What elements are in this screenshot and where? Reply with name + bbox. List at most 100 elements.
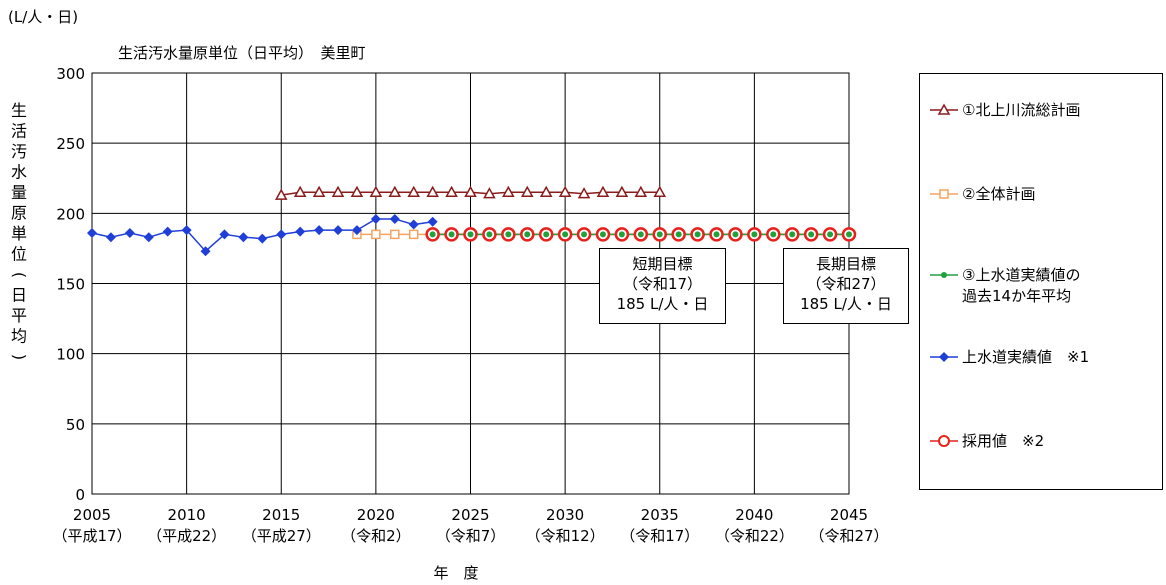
data-point <box>483 187 496 199</box>
data-point <box>295 226 306 237</box>
x-tick-sublabel: （平成27） <box>242 527 321 545</box>
x-tick-label: 2045 <box>830 506 868 524</box>
data-point <box>524 231 531 238</box>
data-point <box>789 231 796 238</box>
data-point <box>331 185 345 198</box>
data-point <box>257 233 268 244</box>
data-point <box>599 231 606 238</box>
x-tick-label: 2035 <box>641 506 679 524</box>
x-tick-labels: 2005 （平成17） 2010 （平成22） 2015 （平成27） 2020 （令和2） 2… <box>52 506 888 545</box>
data-point <box>558 185 572 198</box>
y-tick-label: 150 <box>56 276 85 294</box>
data-point <box>808 231 815 238</box>
y-axis-title-char: 位 <box>11 245 27 264</box>
data-point <box>615 185 629 198</box>
x-tick-sublabel: （令和22） <box>715 527 794 545</box>
data-point <box>770 231 777 238</box>
data-point <box>637 231 644 238</box>
data-point <box>312 185 326 198</box>
data-point <box>427 216 438 227</box>
unit-label: (L/人・日) <box>8 8 78 26</box>
x-tick-sublabel: （令和27） <box>809 527 888 545</box>
data-point <box>333 225 344 236</box>
callout-line: 長期目標 <box>815 255 876 273</box>
data-point <box>143 232 154 243</box>
callout-line: （令和17） <box>622 275 703 293</box>
legend-label: ③上水道実績値の <box>962 266 1081 284</box>
y-axis-title-char: 原 <box>11 204 27 223</box>
long-term-target-callout: 長期目標 （令和27） 185 L/人・日 <box>783 248 909 324</box>
y-tick-labels: 0 50 100 150 200 250 300 <box>56 65 85 504</box>
data-point <box>351 225 362 236</box>
x-tick-label: 2030 <box>546 506 584 524</box>
data-point <box>521 185 534 198</box>
data-point <box>846 231 852 238</box>
data-point <box>562 231 569 238</box>
data-point <box>274 188 288 200</box>
y-axis-title-char: 日 <box>11 286 27 305</box>
y-axis-title-char: 量 <box>11 183 27 202</box>
data-point <box>407 185 420 198</box>
y-axis-title-char: 均 <box>11 327 27 346</box>
x-tick-label: 2005 <box>73 506 111 524</box>
data-point <box>162 226 173 237</box>
data-point <box>389 213 400 224</box>
data-point <box>596 185 610 198</box>
data-point <box>448 231 455 238</box>
triangle-marker-icon <box>930 103 958 115</box>
data-point <box>675 231 682 238</box>
data-point <box>388 185 402 198</box>
data-point <box>464 185 477 198</box>
legend-label: ①北上川流総計画 <box>962 101 1081 119</box>
data-point <box>732 231 739 238</box>
y-tick-label: 200 <box>56 205 85 223</box>
data-point <box>390 229 400 240</box>
y-tick-label: 250 <box>56 135 85 153</box>
x-tick-sublabel: （令和12） <box>526 527 605 545</box>
grid <box>91 72 850 495</box>
y-axis-title-char: 生 <box>11 101 27 120</box>
data-point <box>467 231 474 238</box>
callout-line: （令和27） <box>806 275 886 293</box>
short-term-target-callout: 短期目標 （令和17） 185 L/人・日 <box>599 248 726 324</box>
data-point <box>581 231 588 238</box>
data-point <box>827 231 834 238</box>
y-axis-title-char: 単 <box>11 224 27 243</box>
data-point <box>505 231 512 238</box>
y-tick-label: 0 <box>75 486 85 504</box>
data-point <box>426 185 439 198</box>
y-axis-title-char: 平 <box>11 306 27 325</box>
square-marker-icon <box>930 189 958 199</box>
y-axis-title: 生活汚水量原単位 (日平均) <box>10 101 29 360</box>
data-point <box>371 229 381 240</box>
x-tick-sublabel: （平成22） <box>147 527 226 545</box>
data-point <box>87 227 97 238</box>
callout-line: 短期目標 <box>632 255 693 273</box>
x-tick-label: 2025 <box>451 506 489 524</box>
data-point <box>370 213 381 224</box>
y-axis-title-char: 汚 <box>11 142 27 161</box>
diamond-marker-icon <box>930 352 958 362</box>
data-point <box>408 229 419 240</box>
y-tick-label: 50 <box>66 416 85 434</box>
x-tick-label: 2015 <box>262 506 300 524</box>
y-axis-title-char: ) <box>10 354 29 360</box>
x-tick-label: 2040 <box>735 506 773 524</box>
data-point <box>618 231 625 238</box>
data-point <box>634 185 648 198</box>
data-point <box>653 185 667 198</box>
data-point <box>369 185 383 198</box>
data-point <box>219 229 230 240</box>
callout-line: 185 L/人・日 <box>800 295 892 313</box>
data-point <box>751 231 758 238</box>
data-point <box>486 231 493 238</box>
legend: ①北上川流総計画 ②全体計画 ③上水道実績値の 過去14か年平均 上水道実績値 … <box>919 73 1163 490</box>
data-point <box>429 231 436 238</box>
data-point <box>543 231 550 238</box>
x-tick-sublabel: （令和7） <box>436 527 506 545</box>
data-point <box>502 185 515 198</box>
x-axis-title: 年 度 <box>433 564 478 582</box>
data-point <box>124 227 135 238</box>
data-point <box>713 231 720 238</box>
